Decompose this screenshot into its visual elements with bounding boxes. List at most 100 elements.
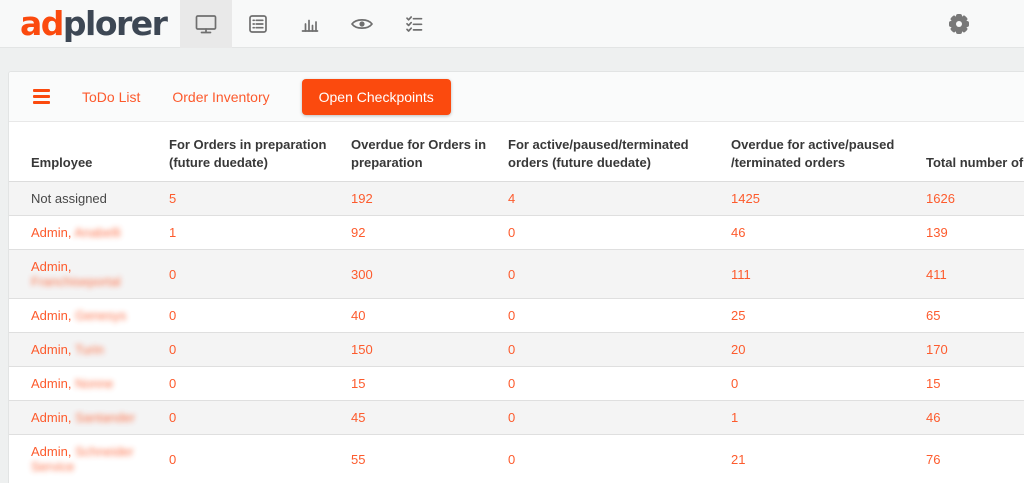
value-cell: 111 — [731, 266, 751, 282]
value-cell: 4 — [508, 191, 516, 207]
adplorer-logo[interactable]: ad plorer — [20, 0, 180, 48]
value-cell: 150 — [351, 342, 373, 358]
table-row: Admin, Santander 0 45 0 1 46 — [9, 400, 1024, 435]
checkpoints-table: Employee For Orders in preparation (futu… — [9, 122, 1024, 483]
redacted-name: Turin — [74, 342, 104, 358]
value-cell: 192 — [351, 191, 373, 207]
value-cell: 45 — [351, 410, 366, 426]
employee-link[interactable]: Admin, Genesys — [31, 308, 127, 324]
logo-plorer: plorer — [62, 3, 168, 43]
value-cell: 0 — [169, 410, 177, 426]
content-card: ToDo List Order Inventory Open Checkpoin… — [8, 71, 1024, 483]
value-cell: 1 — [169, 225, 177, 241]
value-cell: 5 — [169, 191, 177, 207]
value-cell: 0 — [169, 451, 177, 467]
employee-cell: Admin, Genesys — [9, 299, 169, 333]
col-employee: Employee — [31, 154, 93, 170]
employee-cell: Admin, Santander — [9, 401, 169, 435]
col-total-checks: Total number of checks — [926, 154, 1024, 170]
value-cell: 21 — [731, 451, 746, 467]
value-cell: 65 — [926, 308, 941, 324]
value-cell: 76 — [926, 451, 941, 467]
col-orders-prep-future: For Orders in preparation (future duedat… — [169, 137, 327, 170]
top-bar: ad plorer — [0, 0, 1024, 48]
nav-eye[interactable] — [336, 0, 388, 48]
value-cell: 15 — [351, 376, 366, 392]
table-header-row: Employee For Orders in preparation (futu… — [9, 122, 1024, 182]
nav-list[interactable] — [232, 0, 284, 48]
hamburger-icon[interactable] — [33, 89, 50, 104]
value-cell: 0 — [508, 410, 516, 426]
value-cell: 55 — [351, 451, 366, 467]
value-cell: 0 — [508, 451, 516, 467]
value-cell: 0 — [169, 266, 177, 282]
settings-button[interactable] — [948, 13, 970, 35]
value-cell: 0 — [508, 225, 516, 241]
employee-cell: Admin, Turin — [9, 333, 169, 367]
col-overdue-active: Overdue for active/paused /terminated or… — [731, 137, 895, 170]
value-cell: 25 — [731, 308, 746, 324]
value-cell: 15 — [926, 376, 941, 392]
value-cell: 20 — [731, 342, 746, 358]
nav-chart[interactable] — [284, 0, 336, 48]
top-nav — [180, 0, 440, 48]
value-cell: 300 — [351, 266, 373, 282]
bar-chart-icon — [298, 12, 322, 36]
redacted-name: Schneider Service — [31, 444, 134, 475]
list-icon — [246, 12, 270, 36]
value-cell: 0 — [169, 342, 177, 358]
value-cell: 0 — [169, 308, 177, 324]
employee-cell: Admin, Nonne — [9, 367, 169, 401]
redacted-name: Santander — [75, 410, 136, 426]
col-active-future: For active/paused/terminated orders (fut… — [508, 137, 689, 170]
value-cell: 46 — [731, 225, 746, 241]
table-row: Admin, Anabelli 1 92 0 46 139 — [9, 215, 1024, 250]
value-cell: 0 — [169, 376, 177, 392]
employee-link[interactable]: Admin, Franchiseportal — [31, 259, 121, 290]
value-cell: 46 — [926, 410, 941, 426]
tab-order-inventory[interactable]: Order Inventory — [172, 88, 270, 105]
employee-link[interactable]: Admin, Schneider Service — [31, 444, 134, 475]
employee-cell: Admin, Schneider Service — [9, 435, 169, 483]
value-cell: 0 — [508, 342, 516, 358]
col-overdue-orders-prep: Overdue for Orders in preparation — [351, 137, 487, 170]
value-cell: 0 — [731, 376, 739, 392]
table-row: Admin, Nonne 0 15 0 0 15 — [9, 366, 1024, 401]
value-cell: 1425 — [731, 191, 760, 207]
employee-link[interactable]: Admin, Nonne — [31, 376, 114, 392]
employee-cell: Admin, Anabelli — [9, 216, 169, 250]
value-cell: 170 — [926, 342, 948, 358]
value-cell: 40 — [351, 308, 366, 324]
table-row: Admin, Turin 0 150 0 20 170 — [9, 332, 1024, 367]
employee-cell: Not assigned — [31, 191, 107, 207]
value-cell: 1626 — [926, 191, 955, 207]
redacted-name: Anabelli — [74, 225, 121, 241]
value-cell: 411 — [926, 266, 947, 282]
value-cell: 0 — [508, 266, 516, 282]
tab-todo-list[interactable]: ToDo List — [82, 88, 141, 105]
employee-cell: Admin, Franchiseportal — [9, 250, 169, 299]
logo-ad: ad — [20, 3, 64, 43]
nav-monitor[interactable] — [180, 0, 232, 48]
employee-link[interactable]: Admin, Turin — [31, 342, 104, 358]
monitor-icon — [193, 12, 219, 36]
value-cell: 139 — [926, 225, 948, 241]
gear-icon — [948, 13, 970, 35]
tab-open-checkpoints[interactable]: Open Checkpoints — [301, 78, 451, 115]
value-cell: 92 — [351, 225, 366, 241]
value-cell: 0 — [508, 308, 516, 324]
redacted-name: Franchiseportal — [31, 274, 121, 290]
checklist-icon — [402, 12, 426, 36]
tab-bar: ToDo List Order Inventory Open Checkpoin… — [9, 72, 1024, 122]
table-row: Admin, Schneider Service 0 55 0 21 76 — [9, 434, 1024, 483]
eye-icon — [349, 12, 375, 36]
table-row: Not assigned 5 192 4 1425 1626 — [9, 181, 1024, 216]
table-row: Admin, Franchiseportal 0 300 0 111 411 — [9, 249, 1024, 299]
redacted-name: Nonne — [75, 376, 114, 392]
employee-link[interactable]: Admin, Anabelli — [31, 225, 121, 241]
employee-link[interactable]: Admin, Santander — [31, 410, 136, 426]
value-cell: 0 — [508, 376, 516, 392]
table-row: Admin, Genesys 0 40 0 25 65 — [9, 298, 1024, 333]
nav-checklist[interactable] — [388, 0, 440, 48]
value-cell: 1 — [731, 410, 739, 426]
